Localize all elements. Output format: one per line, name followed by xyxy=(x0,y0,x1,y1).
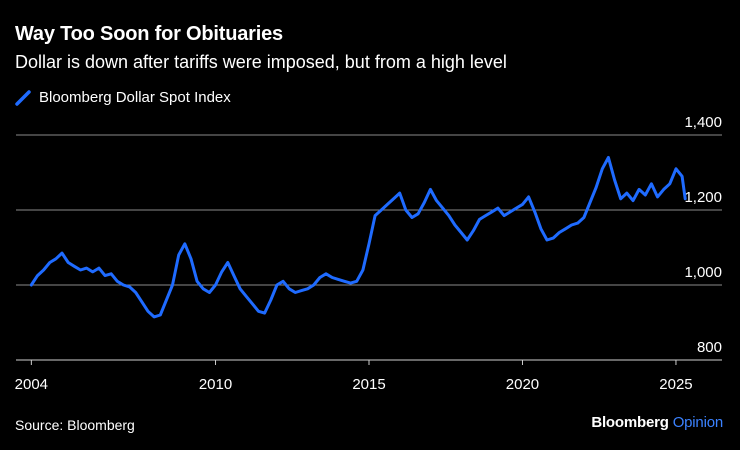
source-note: Source: Bloomberg xyxy=(15,417,135,433)
series-lines xyxy=(29,156,687,319)
x-tick-label: 2004 xyxy=(15,376,48,393)
brand-section: Opinion xyxy=(672,414,724,431)
brand-logo: Bloomberg Opinion xyxy=(591,414,723,431)
x-tick-label: 2020 xyxy=(506,376,539,393)
gridlines xyxy=(16,134,722,286)
legend-label: Bloomberg Dollar Spot Index xyxy=(39,89,231,106)
x-axis-ticks: 2004 2010 2015 2020 2025 xyxy=(15,360,693,393)
legend: Bloomberg Dollar Spot Index xyxy=(15,89,231,106)
chart-subtitle: Dollar is down after tariffs were impose… xyxy=(15,52,507,72)
series-line xyxy=(29,156,687,319)
y-tick-label: 800 xyxy=(697,339,722,356)
x-tick-label: 2010 xyxy=(199,376,232,393)
chart-title: Way Too Soon for Obituaries xyxy=(15,23,283,45)
x-tick-label: 2025 xyxy=(659,376,692,393)
y-tick-label: 1,400 xyxy=(684,114,722,131)
y-tick-label: 1,000 xyxy=(684,264,722,281)
y-tick-label: 1,200 xyxy=(684,189,722,206)
y-axis-ticks: 800 1,000 1,200 1,400 xyxy=(684,114,722,356)
legend-swatch-icon xyxy=(15,89,31,106)
x-tick-label: 2015 xyxy=(352,376,385,393)
brand-name: Bloomberg xyxy=(591,414,669,431)
